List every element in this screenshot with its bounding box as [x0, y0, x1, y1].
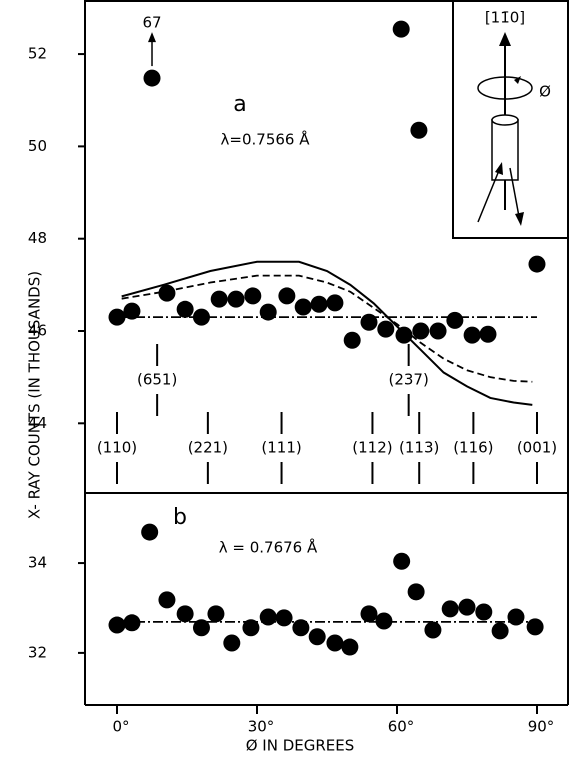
reflection-label: (111): [261, 439, 301, 457]
data-point: [343, 331, 361, 349]
data-point: [463, 326, 481, 344]
y-axis-label: X- RAY COUNTS (IN THOUSANDS): [26, 271, 44, 519]
y-tick-label: 44: [28, 414, 47, 432]
data-point: [158, 591, 176, 609]
curve-dashed: [121, 274, 533, 383]
data-point: [278, 287, 296, 305]
y-tick-label: 46: [28, 322, 47, 340]
inset-rotation-label: Ø: [539, 83, 551, 101]
reflection-label: (001): [517, 439, 557, 457]
data-point: [341, 638, 359, 656]
data-point: [292, 619, 310, 637]
reflection-label: (113): [399, 439, 439, 457]
y-tick-label: 52: [28, 45, 47, 63]
curve-solid: [121, 260, 533, 406]
reflection-label: (116): [453, 439, 493, 457]
data-point: [227, 290, 245, 308]
data-point: [446, 311, 464, 329]
off-scale-label: 67: [142, 14, 161, 32]
data-point: [158, 284, 176, 302]
data-point: [528, 255, 546, 273]
reflection-label: (237): [388, 371, 428, 389]
subtitle: λ = 0.7676 Å: [219, 538, 318, 557]
data-point: [375, 612, 393, 630]
data-point: [192, 619, 210, 637]
data-point: [429, 322, 447, 340]
data-point: [410, 121, 428, 139]
data-point: [360, 605, 378, 623]
panel-label: a: [233, 92, 246, 117]
data-point: [326, 634, 344, 652]
data-point: [526, 618, 544, 636]
reflection-label: (651): [137, 371, 177, 389]
data-point: [207, 605, 225, 623]
data-point: [108, 308, 126, 326]
data-point: [392, 20, 410, 38]
data-point: [310, 295, 328, 313]
x-axis-label: Ø IN DEGREES: [246, 737, 355, 755]
x-tick-label: 30°: [248, 718, 275, 736]
x-tick-label: 0°: [112, 718, 129, 736]
data-point: [242, 619, 260, 637]
data-point: [141, 523, 159, 541]
data-point: [491, 622, 509, 640]
off-scale-arrowhead: [148, 32, 157, 43]
y-tick-label: 32: [28, 643, 47, 661]
data-point: [377, 320, 395, 338]
data-point: [259, 303, 277, 321]
data-point: [360, 313, 378, 331]
data-point: [275, 609, 293, 627]
y-tick-label: 48: [28, 229, 47, 247]
data-point: [308, 628, 326, 646]
data-point: [123, 614, 141, 632]
data-point: [143, 69, 161, 87]
reflection-label: (221): [188, 439, 228, 457]
data-point: [326, 294, 344, 312]
data-point: [244, 287, 262, 305]
data-point: [395, 326, 413, 344]
data-point: [176, 605, 194, 623]
subtitle: λ=0.7566 Å: [221, 130, 311, 149]
data-point: [479, 325, 497, 343]
y-tick-label: 34: [28, 554, 47, 572]
data-point: [412, 322, 430, 340]
data-point: [123, 302, 141, 320]
x-tick-label: 60°: [388, 718, 415, 736]
data-point: [210, 290, 228, 308]
data-point: [393, 552, 411, 570]
data-point: [223, 634, 241, 652]
inset: [11̄0] Ø: [452, 0, 569, 239]
data-point: [424, 621, 442, 639]
inset-axis-label: [11̄0]: [485, 9, 525, 27]
data-point: [192, 308, 210, 326]
data-point: [259, 608, 277, 626]
data-point: [294, 298, 312, 316]
reflection-label: (112): [352, 439, 392, 457]
data-point: [108, 616, 126, 634]
reflection-label: (110): [97, 439, 137, 457]
data-point: [475, 603, 493, 621]
data-point: [407, 583, 425, 601]
data-point: [507, 608, 525, 626]
data-point: [176, 300, 194, 318]
data-point: [458, 598, 476, 616]
panel-label: b: [173, 505, 187, 530]
y-tick-label: 50: [28, 137, 47, 155]
x-tick-label: 90°: [528, 718, 555, 736]
data-point: [441, 600, 459, 618]
